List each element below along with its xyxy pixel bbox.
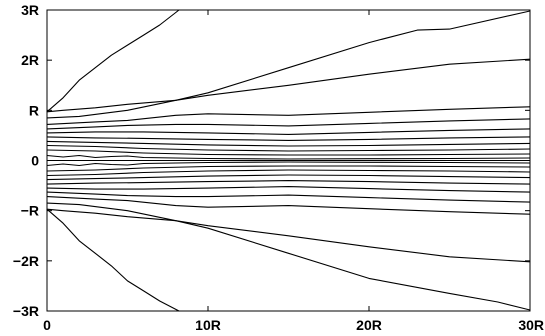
streamline-15 bbox=[46, 169, 531, 177]
streamline-18 bbox=[46, 186, 531, 193]
streamlines bbox=[46, 9, 531, 312]
y-tick-label-4: 0 bbox=[31, 153, 39, 169]
streamline-11 bbox=[46, 154, 531, 160]
x-tick-label-4: 30R bbox=[518, 317, 544, 333]
streamline-17 bbox=[46, 180, 531, 185]
streamline-6 bbox=[46, 128, 531, 135]
streamline-9 bbox=[46, 144, 531, 152]
streamline-21 bbox=[46, 202, 531, 263]
x-tick-label-3: 20R bbox=[356, 317, 382, 333]
streamline-1 bbox=[46, 9, 180, 113]
streamline-23 bbox=[46, 208, 180, 312]
x-tick-label-2: 10R bbox=[195, 317, 221, 333]
streamline-2 bbox=[46, 10, 531, 113]
x-tick-label-1: 0 bbox=[43, 317, 51, 333]
y-tick-label-5: −R bbox=[21, 203, 39, 219]
streamline-10 bbox=[46, 149, 531, 156]
streamline-4 bbox=[46, 106, 531, 125]
streamline-7 bbox=[46, 136, 531, 141]
streamline-16 bbox=[46, 174, 531, 181]
y-tick-label-3: R bbox=[29, 102, 39, 118]
y-tick-label-6: −2R bbox=[13, 253, 39, 269]
streamline-8 bbox=[46, 140, 531, 147]
axis-ticks bbox=[46, 9, 531, 312]
streamline-5 bbox=[46, 118, 531, 130]
streamline-13 bbox=[46, 161, 531, 167]
y-tick-label-2: 2R bbox=[21, 52, 39, 68]
streamline-14 bbox=[46, 165, 531, 172]
streamline-3 bbox=[46, 58, 531, 119]
streamline-22 bbox=[46, 208, 531, 311]
streamline-20 bbox=[46, 196, 531, 215]
y-tick-label-1: 3R bbox=[21, 2, 39, 18]
y-tick-label-7: −3R bbox=[13, 303, 39, 319]
streamline-19 bbox=[46, 191, 531, 203]
